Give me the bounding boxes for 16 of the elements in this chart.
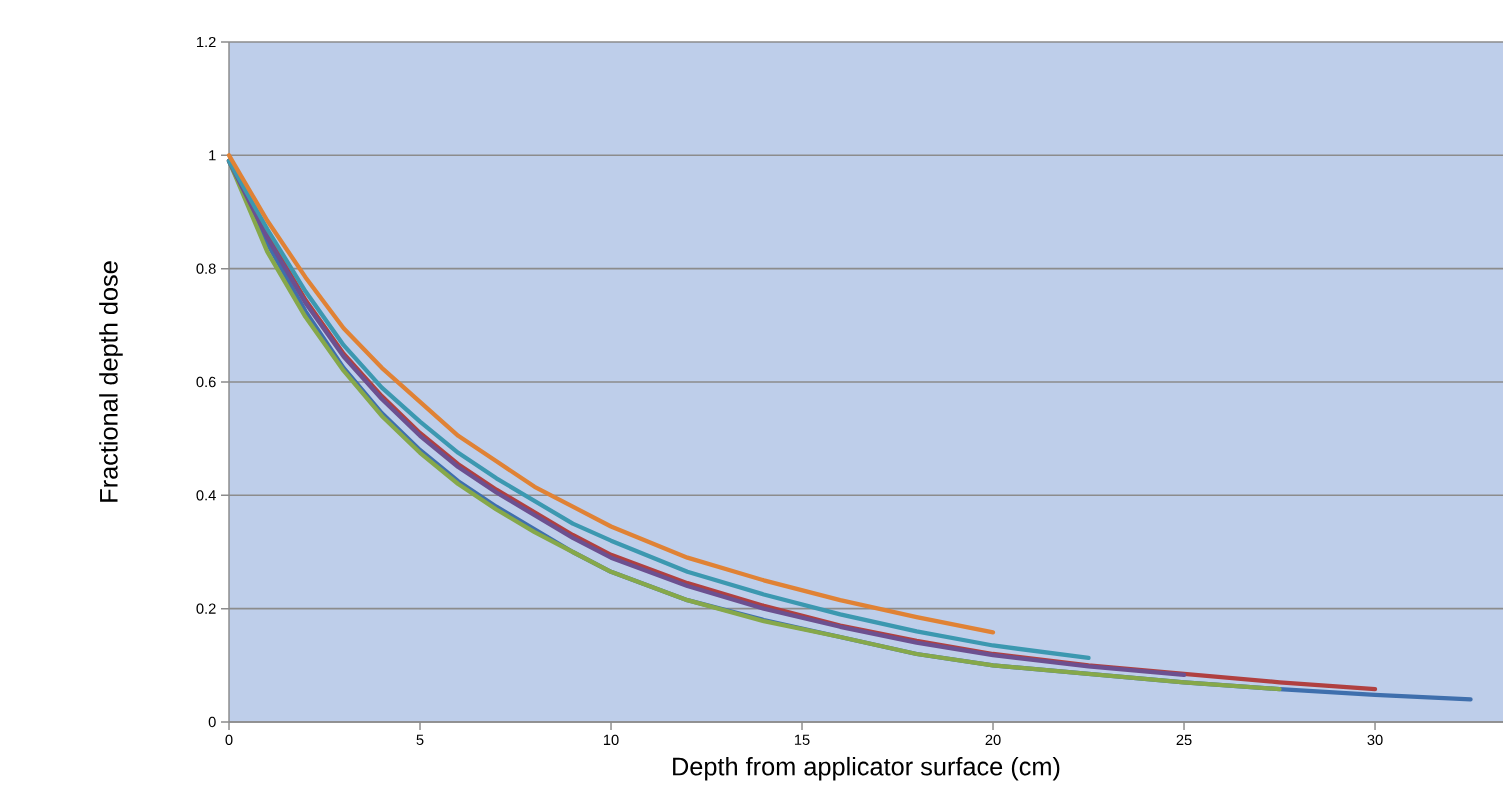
y-tick-label: 0.8 (196, 263, 216, 274)
x-tick-label: 25 (1176, 734, 1192, 746)
x-axis-title: Depth from applicator surface (cm) (673, 756, 1060, 781)
x-tick-label: 15 (794, 734, 810, 745)
y-tick-label: 0.4 (196, 490, 216, 501)
y-tick-label: 0 (208, 716, 216, 728)
y-tick-label: 1 (209, 150, 216, 161)
x-tick-label: 30 (1367, 734, 1383, 746)
y-tick-label: 0.2 (196, 603, 216, 614)
x-tick-label: 10 (603, 734, 619, 746)
x-tick-label: 20 (985, 734, 1001, 746)
y-tick-label: 0.6 (196, 376, 216, 388)
x-tick-label: 5 (416, 734, 424, 745)
x-tick-label: 0 (225, 734, 233, 746)
y-axis-title: Fractional depth dose (99, 261, 123, 502)
y-tick-label: 1.2 (197, 36, 216, 48)
